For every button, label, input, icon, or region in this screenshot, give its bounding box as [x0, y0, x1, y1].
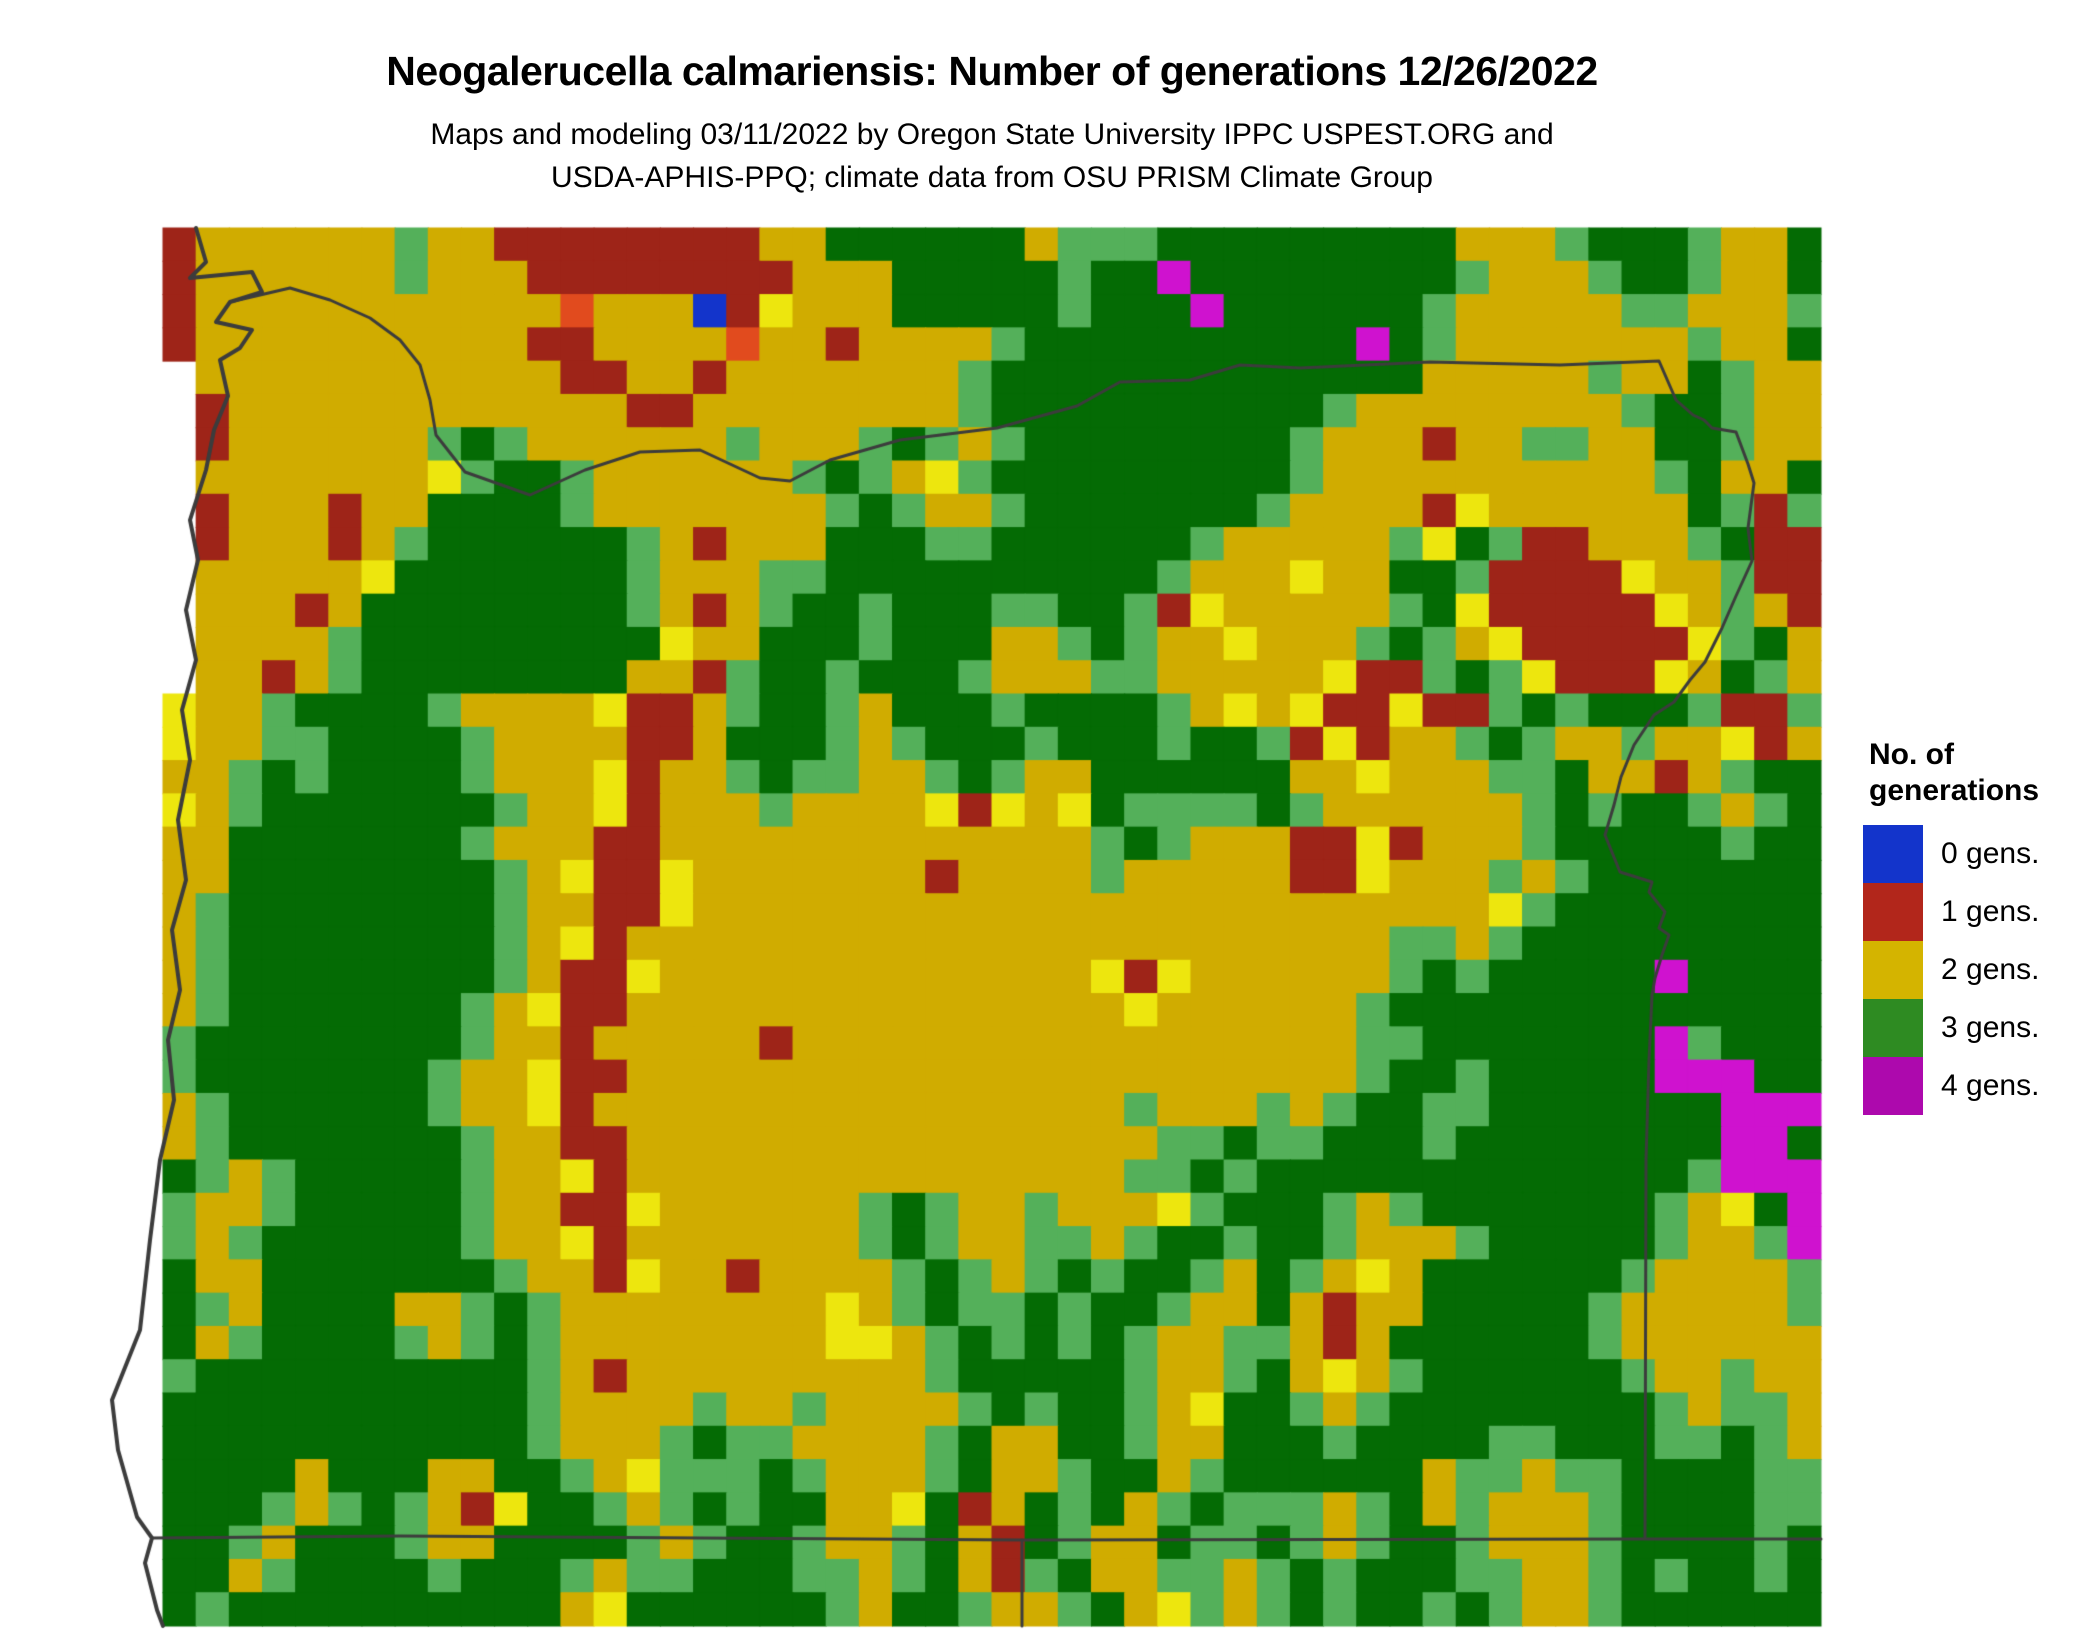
legend-swatch-1-gens-icon [1863, 883, 1923, 941]
legend-swatch-2-gens-icon [1863, 941, 1923, 999]
legend-label: 1 gens. [1941, 895, 2040, 928]
legend-label: 0 gens. [1941, 837, 2040, 870]
legend-title-line-2: generations [1869, 774, 2040, 807]
legend-swatch-0-gens-icon [1863, 825, 1923, 883]
legend-item-1-gens: 1 gens. [1863, 883, 2098, 941]
page-title: Neogalerucella calmariensis: Number of g… [386, 48, 1598, 94]
legend-title: No. of generations [1869, 737, 2098, 809]
legend-item-2-gens: 2 gens. [1863, 941, 2098, 999]
map-subtitle: Maps and modeling 03/11/2022 by Oregon S… [163, 113, 1821, 199]
subtitle-line-1: Maps and modeling 03/11/2022 by Oregon S… [430, 118, 1554, 151]
subtitle-line-2: USDA-APHIS-PPQ; climate data from OSU PR… [551, 161, 1433, 194]
legend-item-4-gens: 4 gens. [1863, 1057, 2098, 1115]
legend-item-0-gens: 0 gens. [1863, 825, 2098, 883]
legend-swatch-4-gens-icon [1863, 1057, 1923, 1115]
legend-title-line-1: No. of [1869, 738, 1954, 771]
legend-label: 3 gens. [1941, 1011, 2040, 1044]
legend-item-3-gens: 3 gens. [1863, 999, 2098, 1057]
legend-label: 4 gens. [1941, 1069, 2040, 1102]
legend: No. of generations 0 gens. 1 gens. 2 gen… [1863, 737, 2098, 1115]
legend-swatch-3-gens-icon [1863, 999, 1923, 1057]
legend-items: 0 gens. 1 gens. 2 gens. 3 gens. 4 gens. [1863, 825, 2098, 1115]
header: Neogalerucella calmariensis: Number of g… [163, 0, 1821, 199]
legend-label: 2 gens. [1941, 953, 2040, 986]
